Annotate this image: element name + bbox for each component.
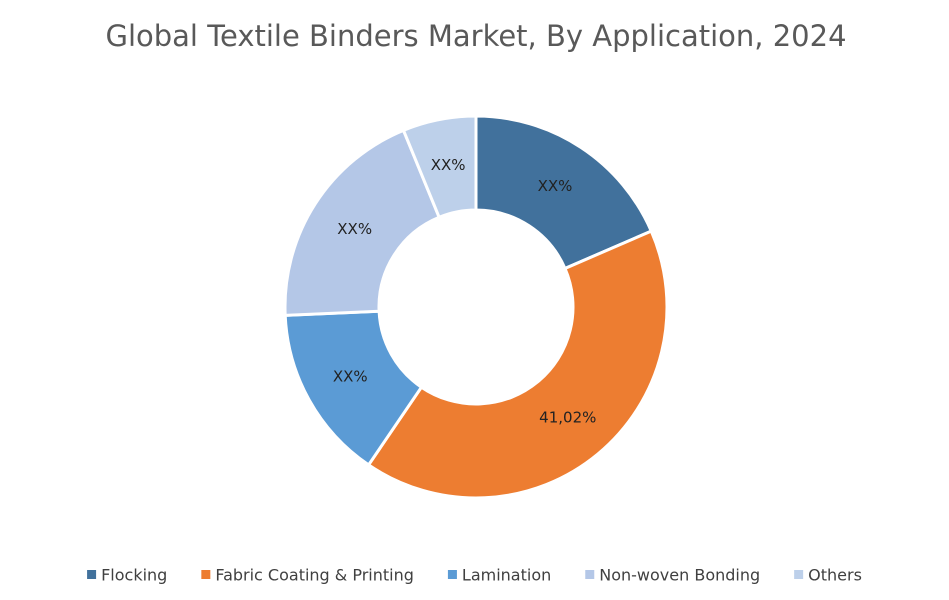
legend-label: Flocking <box>101 566 167 585</box>
legend-swatch <box>87 570 97 579</box>
donut-slice <box>401 114 478 220</box>
data-label: 41,02% <box>539 408 596 426</box>
data-label: XX% <box>333 368 368 386</box>
donut-slice <box>366 229 669 500</box>
donut-slice <box>283 128 442 317</box>
donut-slice <box>474 114 654 271</box>
chart-title: Global Textile Binders Market, By Applic… <box>105 19 846 53</box>
legend-label: Others <box>808 566 862 585</box>
legend-label: Lamination <box>462 566 551 585</box>
legend-label: Fabric Coating & Printing <box>215 566 414 585</box>
data-label: XX% <box>337 220 372 238</box>
legend-swatch <box>585 570 595 579</box>
legend-swatch <box>447 570 457 579</box>
legend-swatch <box>201 570 211 579</box>
donut-slice <box>283 309 424 468</box>
legend-label: Non-woven Bonding <box>599 566 760 585</box>
legend-swatch <box>794 570 804 579</box>
data-label: XX% <box>538 177 573 195</box>
data-label: XX% <box>431 156 466 174</box>
